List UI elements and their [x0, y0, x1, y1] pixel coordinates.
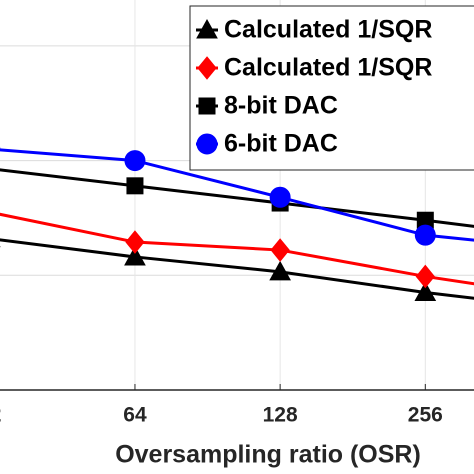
marker: [414, 281, 437, 301]
marker: [414, 224, 436, 246]
marker: [269, 260, 291, 281]
legend-box: [189, 5, 474, 171]
marker: [126, 177, 144, 195]
series-line: [0, 238, 474, 300]
legend-label: Calculated 1/SQR: [224, 54, 432, 82]
x-tick-label: 32: [0, 404, 1, 427]
legend: Calculated 1/SQR Calculated 1/SQR 8-bit DA…: [189, 5, 474, 171]
x-axis-label: Oversampling ratio (OSR): [115, 441, 421, 469]
marker: [124, 245, 146, 266]
legend-label: Calculated 1/SQR: [224, 16, 432, 44]
series-line: [0, 212, 474, 286]
marker: [270, 238, 290, 262]
marker: [197, 56, 217, 80]
marker: [196, 18, 218, 39]
x-tick-label: 64: [123, 404, 147, 427]
legend-label: 8-bit DAC: [224, 92, 338, 120]
marker: [196, 133, 218, 155]
marker: [415, 264, 435, 289]
marker: [125, 230, 145, 254]
marker: [198, 97, 216, 115]
x-tick-label: 128: [263, 404, 298, 427]
x-tick-label: 256: [408, 404, 443, 427]
legend-label: 6-bit DAC: [224, 130, 338, 158]
marker: [269, 186, 291, 208]
marker: [124, 150, 146, 172]
